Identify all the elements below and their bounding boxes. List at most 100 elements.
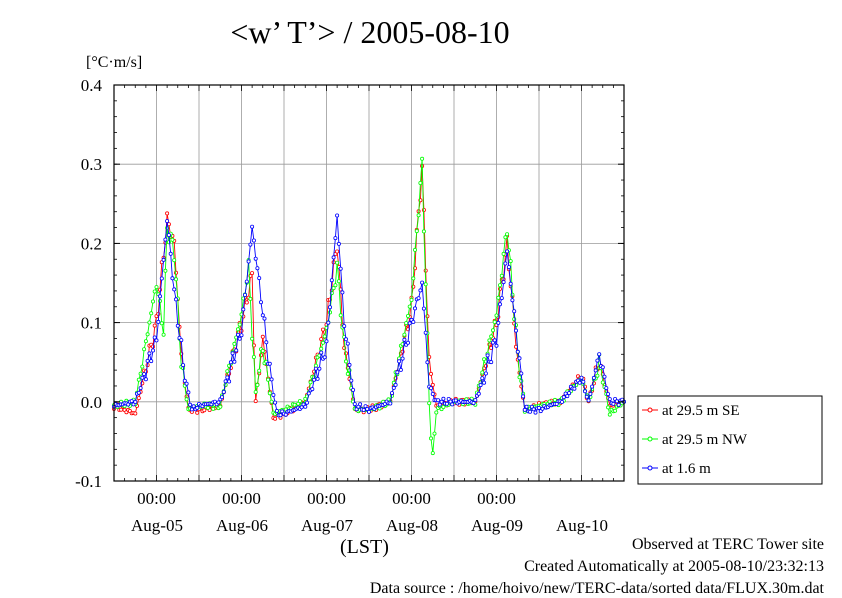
tick-layer: -0.1 0.0 0.1 0.2 0.3 0.4 00:00 00:00 00:00 00:00 0…	[75, 76, 625, 535]
data-point	[244, 279, 249, 284]
data-point	[133, 411, 138, 416]
data-point	[303, 404, 308, 409]
data-point	[255, 382, 260, 387]
data-point	[521, 394, 526, 399]
data-point	[595, 358, 600, 363]
data-point	[567, 391, 572, 396]
data-point	[308, 380, 313, 385]
data-point	[260, 313, 265, 318]
data-point	[533, 410, 538, 415]
data-point	[349, 378, 354, 383]
data-point	[473, 398, 478, 403]
data-point	[168, 251, 173, 256]
data-point	[173, 297, 178, 302]
data-point	[251, 238, 256, 243]
data-point	[584, 394, 589, 399]
data-point	[326, 320, 331, 325]
data-point	[335, 260, 340, 265]
data-point	[611, 401, 616, 406]
data-point	[476, 391, 481, 396]
data-point	[172, 258, 177, 263]
data-point	[179, 338, 184, 343]
data-point	[172, 287, 177, 292]
data-point	[404, 321, 409, 326]
data-point	[335, 249, 340, 254]
data-point	[554, 401, 559, 406]
data-point	[156, 319, 161, 324]
x-date-label: Aug-05	[131, 516, 183, 535]
grid-layer	[114, 85, 624, 481]
data-point	[320, 327, 325, 332]
data-point	[497, 302, 502, 307]
footer-site: Observed at TERC Tower site	[631, 536, 824, 553]
y-tick-label: 0.0	[81, 393, 102, 412]
data-point	[492, 319, 497, 324]
data-point	[241, 307, 246, 312]
data-point	[244, 300, 249, 305]
data-point	[420, 156, 425, 161]
data-point	[425, 314, 430, 319]
data-point	[338, 313, 343, 318]
data-point	[423, 282, 428, 287]
x-time-label: 00:00	[477, 489, 516, 508]
data-point	[119, 407, 124, 412]
data-point	[163, 237, 168, 242]
data-point	[595, 373, 600, 378]
data-point	[499, 296, 504, 301]
data-point	[237, 336, 242, 341]
data-point	[343, 359, 348, 364]
data-point	[340, 290, 345, 295]
data-point	[230, 351, 235, 356]
x-date-label: Aug-09	[471, 516, 523, 535]
data-point	[593, 368, 598, 373]
data-point	[444, 401, 449, 406]
data-point	[439, 399, 444, 404]
data-point	[393, 382, 398, 387]
data-point	[232, 359, 237, 364]
data-point	[506, 265, 511, 270]
data-point	[494, 343, 499, 348]
data-point	[421, 229, 426, 234]
data-point	[239, 333, 244, 338]
data-point	[517, 356, 522, 361]
data-point	[430, 391, 435, 396]
data-point	[450, 402, 455, 407]
data-point	[329, 278, 334, 283]
data-point	[501, 280, 506, 285]
x-time-label: 00:00	[392, 489, 431, 508]
data-point	[237, 322, 242, 327]
legend-swatch-marker	[647, 407, 653, 413]
data-point	[613, 408, 618, 413]
data-point	[223, 379, 228, 384]
data-point	[143, 339, 148, 344]
data-point	[218, 404, 223, 409]
x-date-label: Aug-10	[556, 516, 608, 535]
data-point	[258, 300, 263, 305]
data-point	[195, 410, 200, 415]
data-point	[402, 332, 407, 337]
data-point	[409, 297, 414, 302]
data-point	[478, 383, 483, 388]
data-point	[583, 389, 588, 394]
data-point	[274, 408, 279, 413]
data-point	[342, 324, 347, 329]
data-point	[260, 334, 265, 339]
data-point	[347, 362, 352, 367]
data-point	[269, 377, 274, 382]
data-point	[140, 375, 145, 380]
data-point	[414, 229, 419, 234]
data-point	[397, 359, 402, 364]
data-point	[165, 211, 170, 216]
data-point	[319, 337, 324, 342]
data-point	[402, 337, 407, 342]
data-point	[453, 398, 458, 403]
data-point	[152, 323, 157, 328]
data-point	[441, 396, 446, 401]
data-point	[508, 259, 513, 264]
data-point	[315, 376, 320, 381]
data-point	[411, 319, 416, 324]
data-point	[572, 386, 577, 391]
data-point	[250, 336, 255, 341]
data-point	[581, 379, 586, 384]
